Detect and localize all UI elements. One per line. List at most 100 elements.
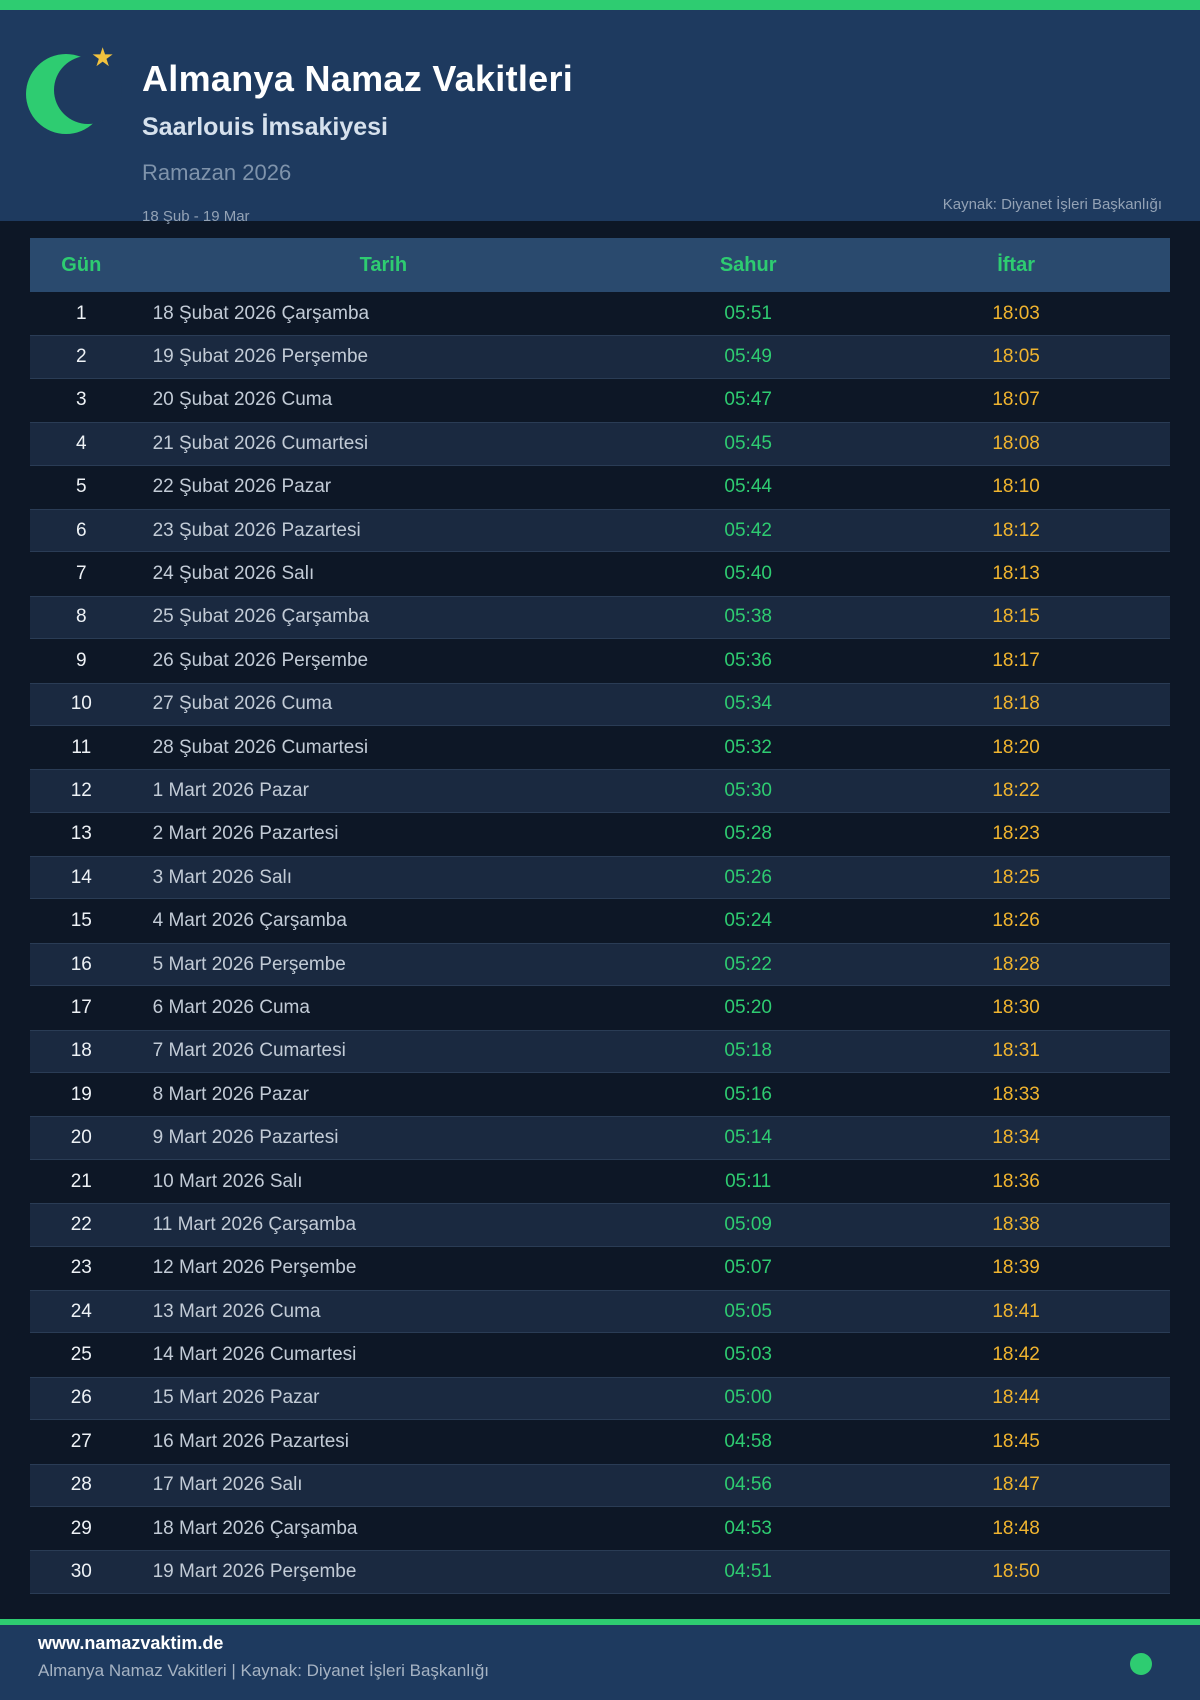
star-icon: ★ [91,42,115,72]
iftar-time: 18:10 [992,476,1040,498]
date-cell: 17 Mart 2026 Salı [152,1474,303,1496]
table-row: 9 26 Şubat 2026 Perşembe 05:36 18:17 [30,639,1170,682]
table-row: 22 11 Mart 2026 Çarşamba 05:09 18:38 [30,1203,1170,1247]
iftar-time: 18:41 [992,1300,1040,1322]
date-cell: 7 Mart 2026 Cumartesi [152,1040,346,1062]
table-row: 17 6 Mart 2026 Cuma 05:20 18:30 [30,986,1170,1029]
table-row: 15 4 Mart 2026 Çarşamba 05:24 18:26 [30,899,1170,942]
table-row: 4 21 Şubat 2026 Cumartesi 05:45 18:08 [30,422,1170,466]
date-cell: 2 Mart 2026 Pazartesi [152,823,339,845]
sahur-time: 05:07 [724,1257,772,1279]
sahur-time: 05:00 [724,1387,772,1409]
iftar-time: 18:23 [992,823,1040,845]
iftar-time: 18:28 [992,953,1040,975]
day-cell: 17 [70,996,92,1018]
iftar-time: 18:34 [992,1127,1040,1149]
date-cell: 9 Mart 2026 Pazartesi [152,1127,339,1149]
day-cell: 8 [76,606,87,628]
day-cell: 29 [70,1517,92,1539]
sahur-time: 04:58 [724,1430,772,1452]
iftar-time: 18:44 [992,1387,1040,1409]
sahur-time: 05:47 [724,389,772,411]
table-row: 29 18 Mart 2026 Çarşamba 04:53 18:48 [30,1507,1170,1550]
day-cell: 20 [70,1127,92,1149]
day-cell: 10 [70,693,92,715]
table-row: 21 10 Mart 2026 Salı 05:11 18:36 [30,1160,1170,1203]
table-row: 13 2 Mart 2026 Pazartesi 05:28 18:23 [30,813,1170,856]
table-row: 18 7 Mart 2026 Cumartesi 05:18 18:31 [30,1029,1170,1074]
page-footer: www.namazvaktim.de Almanya Namaz Vakitle… [0,1625,1200,1700]
table-row: 11 28 Şubat 2026 Cumartesi 05:32 18:20 [30,726,1170,769]
date-cell: 24 Şubat 2026 Salı [152,563,315,585]
column-header-date: Tarih [359,253,408,276]
column-header-iftar: İftar [997,253,1035,276]
day-cell: 6 [76,519,87,541]
page-title: Almanya Namaz Vakitleri [142,58,574,99]
day-cell: 14 [70,866,92,888]
date-cell: 1 Mart 2026 Pazar [152,779,309,801]
sahur-time: 05:22 [724,953,772,975]
table-row: 1 18 Şubat 2026 Çarşamba 05:51 18:03 [30,292,1170,335]
period-label: Ramazan 2026 [142,160,292,185]
table-row: 19 8 Mart 2026 Pazar 05:16 18:33 [30,1073,1170,1116]
iftar-time: 18:38 [992,1213,1040,1235]
table-row: 14 3 Mart 2026 Salı 05:26 18:25 [30,856,1170,900]
day-cell: 24 [70,1300,92,1322]
sahur-time: 05:11 [725,1170,772,1192]
sahur-time: 05:44 [724,476,772,498]
day-cell: 2 [76,346,87,368]
date-cell: 15 Mart 2026 Pazar [152,1387,320,1409]
table-row: 30 19 Mart 2026 Perşembe 04:51 18:50 [30,1550,1170,1594]
iftar-time: 18:39 [992,1257,1040,1279]
iftar-time: 18:42 [992,1344,1040,1366]
prayer-times-table: Gün Tarih Sahur İftar 1 18 Şubat 2026 Çar… [30,238,1170,1594]
sahur-time: 05:16 [724,1083,772,1105]
sahur-time: 05:14 [724,1127,772,1149]
iftar-time: 18:17 [992,649,1040,671]
sahur-time: 05:40 [724,563,772,585]
iftar-time: 18:50 [992,1561,1040,1583]
iftar-time: 18:48 [992,1517,1040,1539]
website-url: www.namazvaktim.de [38,1633,224,1653]
date-cell: 20 Şubat 2026 Cuma [152,389,333,411]
table-row: 7 24 Şubat 2026 Salı 05:40 18:13 [30,552,1170,595]
iftar-time: 18:45 [992,1430,1040,1452]
sahur-time: 05:05 [724,1300,772,1322]
table-row: 16 5 Mart 2026 Perşembe 05:22 18:28 [30,942,1170,987]
iftar-time: 18:47 [992,1474,1040,1496]
date-cell: 16 Mart 2026 Pazartesi [152,1430,350,1452]
table-row: 23 12 Mart 2026 Perşembe 05:07 18:39 [30,1247,1170,1290]
sahur-time: 04:56 [724,1474,772,1496]
sahur-time: 04:53 [724,1517,772,1539]
sahur-time: 05:38 [724,606,772,628]
table-row: 27 16 Mart 2026 Pazartesi 04:58 18:45 [30,1420,1170,1463]
date-cell: 21 Şubat 2026 Cumartesi [152,432,369,454]
footer-accent-bar [0,1619,1200,1625]
iftar-time: 18:15 [992,606,1040,628]
iftar-time: 18:22 [992,779,1040,801]
date-cell: 3 Mart 2026 Salı [152,866,293,888]
sahur-time: 05:51 [724,302,772,324]
date-cell: 25 Şubat 2026 Çarşamba [152,606,370,628]
day-cell: 12 [70,779,92,801]
iftar-time: 18:20 [992,736,1040,758]
day-cell: 15 [70,910,92,932]
date-cell: 18 Mart 2026 Çarşamba [152,1517,358,1539]
iftar-time: 18:26 [992,910,1040,932]
date-cell: 11 Mart 2026 Çarşamba [152,1213,357,1235]
sahur-time: 05:49 [724,346,772,368]
day-cell: 28 [70,1474,92,1496]
day-cell: 22 [70,1213,92,1235]
day-cell: 16 [70,953,92,975]
table-row: 8 25 Şubat 2026 Çarşamba 05:38 18:15 [30,595,1170,640]
sahur-time: 04:51 [724,1561,772,1583]
day-cell: 30 [70,1561,92,1583]
page-subtitle: Saarlouis İmsakiyesi [142,113,388,141]
date-cell: 12 Mart 2026 Perşembe [152,1257,357,1279]
source-label: Kaynak: Diyanet İşleri Başkanlığı [942,196,1162,213]
sahur-time: 05:09 [724,1213,772,1235]
date-cell: 18 Şubat 2026 Çarşamba [152,302,370,324]
day-cell: 23 [70,1257,92,1279]
iftar-time: 18:36 [992,1170,1040,1192]
